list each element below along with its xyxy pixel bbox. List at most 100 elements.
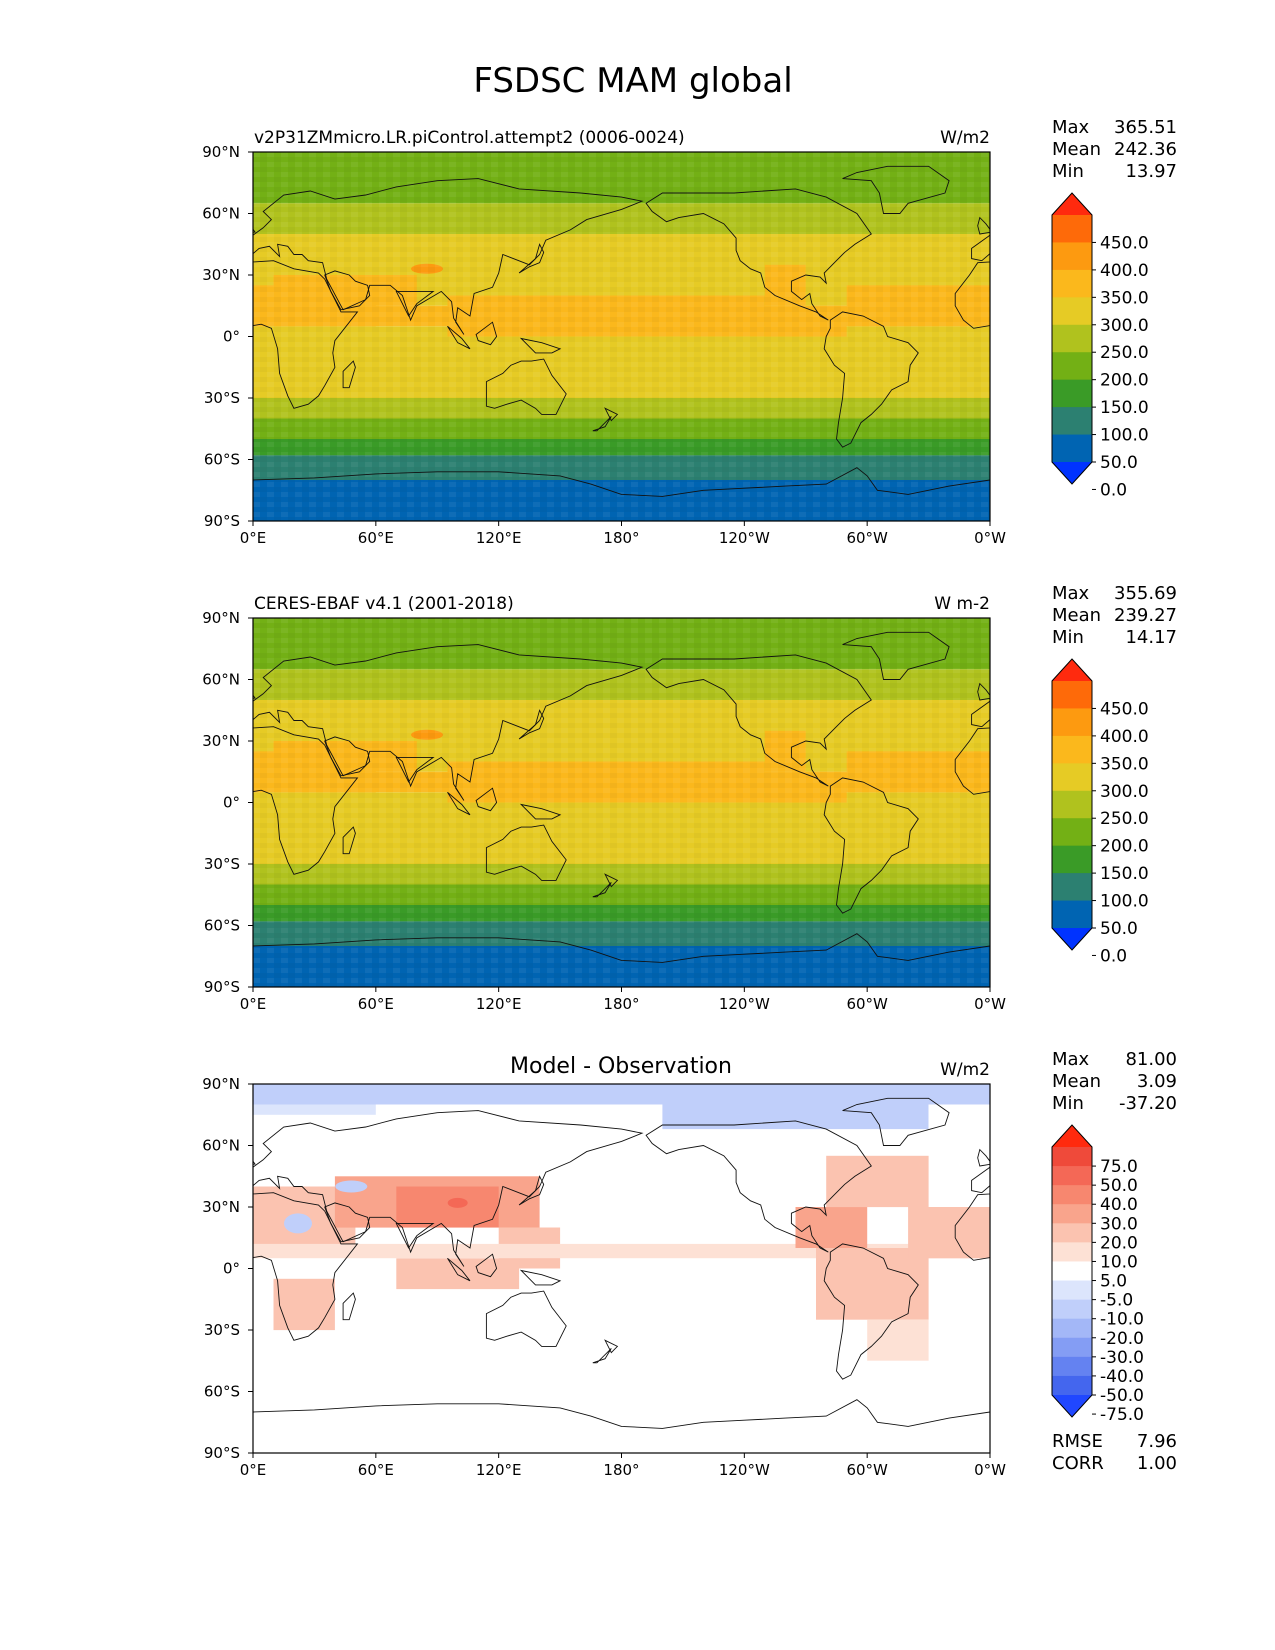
panel-units: W m-2 <box>934 594 990 614</box>
colorbar-segment <box>1052 900 1092 929</box>
stat-label: Mean <box>1052 1071 1101 1092</box>
colorbar-segment <box>1052 763 1092 792</box>
stat-value: 13.97 <box>1125 161 1177 182</box>
stats-block-observation: Max 355.69 Mean 239.27 Min 14.17 <box>1052 583 1177 648</box>
coastline-antarctica <box>253 467 990 497</box>
colorbar-tick-label: -40.0 <box>1100 1367 1144 1387</box>
x-tick-label: 60°E <box>358 529 394 547</box>
colorbar-segment <box>1052 1242 1092 1262</box>
rmse-corr-block: RMSE 7.96 CORR 1.00 <box>1052 1431 1177 1474</box>
colorbar-segment <box>1052 434 1092 463</box>
anomaly-patch <box>273 1278 335 1331</box>
axis-ticks: 0°E 60°E 120°E 180° 120°W 60°W 0°W 90°N 60°N 30°N… <box>202 1075 1006 1479</box>
y-tick-label: 0° <box>223 328 240 346</box>
colorbar-tick-label: 50.0 <box>1100 919 1138 939</box>
x-tick-label: 60°W <box>846 1461 888 1479</box>
colorbar-segment <box>1052 1147 1092 1167</box>
colorbar-tick-label: 300.0 <box>1100 782 1149 802</box>
coastline-japan <box>518 243 545 274</box>
coastline-nz2 <box>604 407 619 422</box>
y-tick-label: 30°N <box>202 1198 240 1216</box>
colorbar-segment <box>1052 708 1092 737</box>
coastline-greenland <box>106 1098 213 1145</box>
colorbar-segment <box>1052 379 1092 408</box>
colorbar-segment <box>1052 407 1092 436</box>
anomaly-patch <box>396 1258 520 1290</box>
colorbar-tick-label: 300.0 <box>1100 316 1149 336</box>
x-tick-label: 0°W <box>974 1461 1006 1479</box>
stat-value: 239.27 <box>1114 605 1177 626</box>
colorbar-segment <box>1052 269 1092 298</box>
anomaly-patch <box>447 1197 468 1208</box>
coastline-africa <box>253 1192 359 1341</box>
coastline-nz2 <box>604 1339 619 1354</box>
x-tick-label: 120°E <box>476 529 522 547</box>
colorbar-tick-label: 450.0 <box>1100 699 1149 719</box>
colorbar-tick-label: -30.0 <box>1100 1348 1144 1368</box>
coastline-india_fix <box>395 1222 435 1249</box>
panel-left-title: CERES-EBAF v4.1 (2001-2018) <box>254 594 514 614</box>
coastline-india_fix <box>395 756 435 783</box>
stat-value: 14.17 <box>1125 627 1177 648</box>
anomaly-patch <box>253 1084 990 1105</box>
y-tick-label: 60°N <box>202 1137 240 1155</box>
coastline-europe_asia <box>971 234 990 262</box>
coastline-arabia <box>324 736 371 777</box>
colorbar-segment <box>1052 1223 1092 1243</box>
colorbar-segment <box>1052 735 1092 764</box>
coastline-madagascar <box>342 826 356 855</box>
coastline-newzealand <box>592 882 612 898</box>
stat-label: Mean <box>1052 605 1101 626</box>
model-panel: v2P31ZMmicro.LR.piControl.attempt2 (0006… <box>202 128 1006 547</box>
colorbar-extend-bottom <box>1052 928 1092 950</box>
coastline-arabia <box>324 270 371 311</box>
colorbar-segment <box>1052 215 1092 243</box>
x-tick-label: 60°W <box>846 995 888 1013</box>
coastline-japan <box>518 709 545 740</box>
coastline-africa <box>253 726 359 875</box>
colorbar-tick-label: 30.0 <box>1100 1214 1138 1234</box>
stat-label: Min <box>1052 627 1084 648</box>
colorbar-segment <box>1052 324 1092 353</box>
y-tick-label: 90°N <box>202 1075 240 1093</box>
colorbar-observation: 450.0 400.0 350.0 300.0 250.0 200.0 150.0 100.0… <box>1051 658 1149 966</box>
colorbar-tick-label: 100.0 <box>1100 892 1149 912</box>
colorbar-segment <box>1052 1337 1092 1358</box>
coastline-indonesia1 <box>447 1257 471 1282</box>
y-tick-label: 30°N <box>202 732 240 750</box>
coastline-newzealand <box>592 416 612 432</box>
coastline-arabia <box>324 1202 371 1243</box>
stats-block-difference: Max 81.00 Mean 3.09 Min -37.20 <box>1052 1049 1177 1114</box>
anomaly-patch <box>816 1248 929 1320</box>
colorbar-tick-label: 40.0 <box>1100 1195 1138 1215</box>
colorbar-tick-label: 50.0 <box>1100 453 1138 473</box>
y-tick-label: 90°N <box>202 143 240 161</box>
anomaly-patch <box>662 1100 929 1130</box>
colorbar-tick-label: -75.0 <box>1100 1405 1144 1425</box>
coastline-nam <box>645 1120 872 1253</box>
coastline-antarctica <box>253 933 990 963</box>
anomaly-patch <box>335 1180 368 1193</box>
colorbar-segment <box>1052 242 1092 271</box>
stat-label: Mean <box>1052 139 1101 160</box>
y-tick-label: 60°S <box>204 917 240 935</box>
stats-block-model: Max 365.51 Mean 242.36 Min 13.97 <box>1052 117 1177 182</box>
colorbar-tick-label: 0.0 <box>1100 480 1127 500</box>
coastline-europe_asia <box>253 178 644 335</box>
colorbar-tick-label: 150.0 <box>1100 864 1149 884</box>
stat-label: Min <box>1052 161 1084 182</box>
colorbar-tick-label: 350.0 <box>1100 288 1149 308</box>
anomaly-patch <box>826 1155 929 1208</box>
colorbar-tick-label: 75.0 <box>1100 1157 1138 1177</box>
colorbar-segment <box>1052 845 1092 874</box>
coastline-australia <box>485 1290 567 1347</box>
colorbar-extend-top <box>1052 1125 1092 1147</box>
x-tick-label: 180° <box>603 1461 639 1479</box>
colorbar-tick-label: 0.0 <box>1100 946 1127 966</box>
observation-panel: CERES-EBAF v4.1 (2001-2018) W m-2 0°E 60°… <box>202 594 1006 1013</box>
y-tick-label: 30°S <box>204 1321 240 1339</box>
colorbar-segment <box>1052 1299 1092 1320</box>
x-tick-label: 0°E <box>240 529 267 547</box>
y-tick-label: 60°S <box>204 451 240 469</box>
